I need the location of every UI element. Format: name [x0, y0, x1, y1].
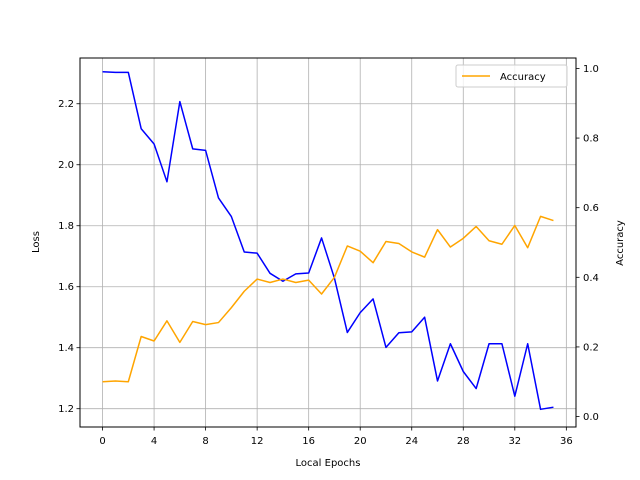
y-left-tick-label: 2.0 [58, 160, 74, 171]
x-tick-label: 24 [405, 436, 418, 447]
plot-area-frame [79, 57, 577, 428]
legend-label-accuracy: Accuracy [500, 72, 546, 83]
x-tick-label: 28 [457, 436, 470, 447]
axis-ticks: 0 4 8 12 16 20 24 28 32 36 1.2 1.4 1.6 1.8 2.0 2.2 0.0 0.… [58, 64, 599, 447]
y-left-tick-label: 1.6 [58, 282, 74, 293]
x-tick-label: 32 [508, 436, 521, 447]
y-axis-left-label: Loss [31, 231, 42, 253]
y-axis-right-label: Accuracy [615, 220, 626, 266]
series-lines [102, 70, 554, 411]
x-tick-label: 0 [99, 436, 105, 447]
y-right-tick-label: 0.4 [583, 273, 599, 284]
y-left-tick-label: 2.2 [58, 99, 74, 110]
x-tick-label: 16 [302, 436, 315, 447]
y-left-tick-label: 1.4 [58, 343, 74, 354]
y-right-tick-label: 0.6 [583, 203, 599, 214]
y-right-tick-label: 0.2 [583, 342, 599, 353]
legend-box [455, 64, 568, 88]
loss-line [102, 70, 554, 411]
legend: Accuracy [455, 64, 568, 88]
grid [80, 58, 576, 427]
x-tick-label: 4 [151, 436, 157, 447]
y-left-tick-label: 1.8 [58, 221, 74, 232]
y-right-tick-label: 0.8 [583, 134, 599, 145]
x-tick-label: 8 [202, 436, 208, 447]
x-tick-label: 36 [560, 436, 573, 447]
y-left-tick-label: 1.2 [58, 404, 74, 415]
x-tick-label: 20 [354, 436, 367, 447]
y-right-tick-label: 0.0 [583, 412, 599, 423]
x-tick-label: 12 [251, 436, 264, 447]
y-right-tick-label: 1.0 [583, 64, 599, 75]
accuracy-line [102, 215, 554, 383]
x-axis-label: Local Epochs [296, 458, 361, 469]
